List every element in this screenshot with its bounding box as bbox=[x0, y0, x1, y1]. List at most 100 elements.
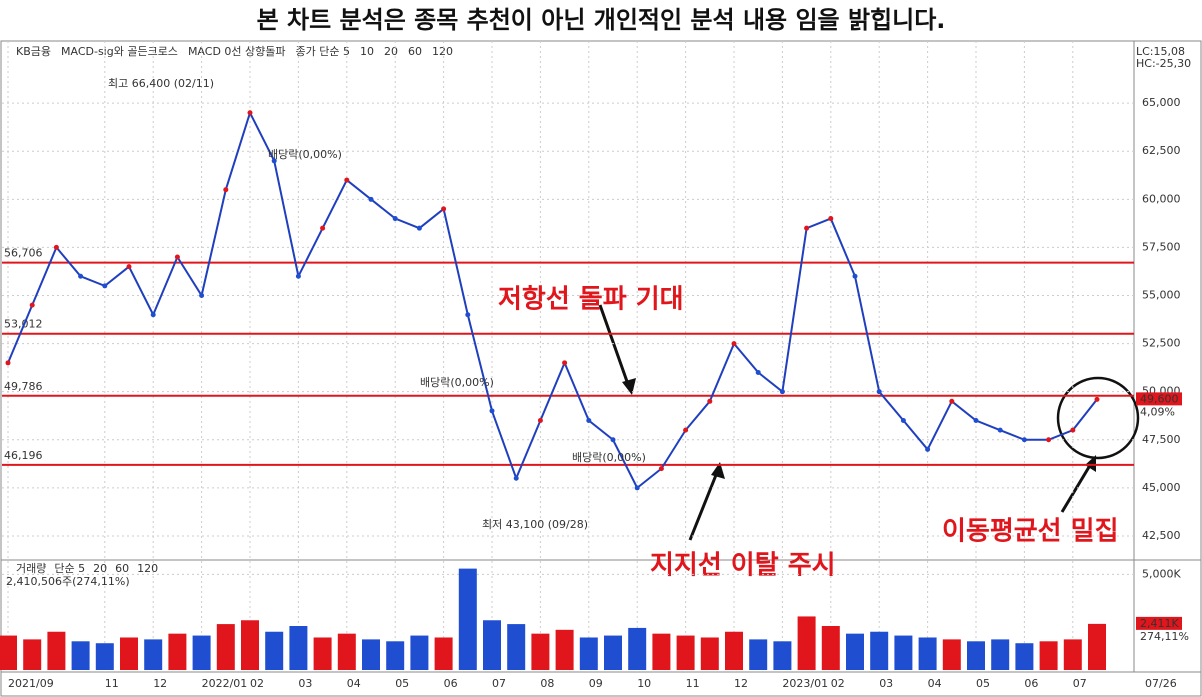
y-tick-label: 60,000 bbox=[1142, 192, 1181, 205]
chart-frame bbox=[0, 40, 1202, 697]
volume-change-label: 274,11% bbox=[1140, 630, 1189, 643]
legend-label: KB금융 bbox=[16, 45, 51, 58]
price-point bbox=[416, 225, 422, 231]
price-tag bbox=[1136, 392, 1182, 406]
legend-label: MACD 0선 상향돌파 bbox=[188, 45, 286, 58]
price-point bbox=[465, 312, 471, 318]
x-tick-label: 06 bbox=[444, 677, 458, 690]
change-label: 4,09% bbox=[1140, 405, 1175, 418]
corner-label: HC:-25,30 bbox=[1136, 57, 1191, 70]
price-point bbox=[852, 273, 858, 279]
price-point bbox=[126, 264, 132, 270]
price-point bbox=[658, 466, 664, 472]
callout-text: 저항선 돌파 기대 bbox=[498, 285, 684, 315]
annotation: 배당락(0,00%) bbox=[268, 148, 342, 161]
x-tick-label: 05 bbox=[976, 677, 990, 690]
volume-tag bbox=[1136, 616, 1182, 630]
y-tick-label: 5,000K bbox=[1142, 567, 1181, 580]
volume-bar bbox=[967, 641, 985, 670]
arrow-head bbox=[622, 378, 636, 395]
volume-bar bbox=[144, 639, 163, 670]
y-tick-label: 55,000 bbox=[1142, 288, 1181, 301]
price-point bbox=[513, 475, 519, 481]
x-tick-label: 07 bbox=[1073, 677, 1087, 690]
volume-bar bbox=[192, 635, 211, 670]
volume-bar bbox=[47, 631, 66, 670]
price-point bbox=[441, 206, 447, 212]
volume-bar bbox=[579, 637, 598, 670]
price-point bbox=[53, 244, 59, 250]
price-point bbox=[199, 292, 205, 298]
price-point bbox=[562, 360, 568, 366]
price-point bbox=[368, 196, 374, 202]
price-point bbox=[1021, 437, 1027, 443]
price-point bbox=[949, 398, 955, 404]
arrow-head bbox=[1085, 455, 1096, 472]
volume-bar bbox=[289, 626, 308, 670]
volume-bar bbox=[628, 627, 647, 670]
price-point bbox=[150, 312, 156, 318]
price-point bbox=[489, 408, 495, 414]
x-tick-label: 02 bbox=[831, 677, 845, 690]
legend-label: 종가 단순 5 bbox=[296, 45, 350, 58]
volume-bar bbox=[942, 639, 961, 670]
x-tick-label: 03 bbox=[298, 677, 312, 690]
volume-bar bbox=[483, 620, 501, 670]
volume-bar bbox=[700, 637, 719, 670]
volume-bar bbox=[337, 633, 356, 670]
arrow bbox=[688, 469, 720, 541]
volume-bar bbox=[216, 624, 235, 670]
x-tick-label: 2022/01 bbox=[202, 677, 248, 690]
y-tick-label: 52,500 bbox=[1142, 337, 1181, 350]
volume-bar bbox=[1088, 623, 1106, 670]
volume-bar bbox=[1039, 641, 1058, 670]
price-point bbox=[320, 225, 326, 231]
x-tick-label: 04 bbox=[347, 677, 361, 690]
volume-bar bbox=[23, 639, 42, 670]
legend-label: 60 bbox=[408, 45, 422, 58]
x-tick-label: 10 bbox=[637, 677, 651, 690]
x-tick-label: 12 bbox=[153, 677, 167, 690]
volume-bar bbox=[434, 637, 453, 670]
price-point bbox=[925, 446, 931, 452]
price-point bbox=[1070, 427, 1076, 433]
arrow-head bbox=[711, 462, 725, 479]
price-tag-label: 49,600 bbox=[1140, 392, 1179, 405]
price-point bbox=[537, 418, 543, 424]
price-point bbox=[29, 302, 35, 308]
title-bar bbox=[0, 0, 1202, 40]
volume-bar bbox=[458, 568, 477, 670]
annotation: 배당락(0,00%) bbox=[572, 451, 646, 464]
volume-bar bbox=[821, 626, 840, 670]
x-tick-label: 07/26 bbox=[1145, 677, 1177, 690]
legend-label: 120 bbox=[137, 562, 158, 575]
x-tick-label: 08 bbox=[540, 677, 554, 690]
x-tick-label: 02 bbox=[250, 677, 264, 690]
volume-tag-label: 2,411K bbox=[1140, 617, 1179, 630]
price-point bbox=[973, 418, 979, 424]
corner-label: LC:15,08 bbox=[1136, 45, 1185, 58]
volume-bar bbox=[386, 641, 405, 670]
x-tick-label: 03 bbox=[879, 677, 893, 690]
price-point bbox=[344, 177, 350, 183]
x-tick-label: 12 bbox=[734, 677, 748, 690]
price-line bbox=[7, 110, 1098, 490]
y-tick-label: 65,000 bbox=[1142, 96, 1181, 109]
highlight-circle bbox=[1056, 376, 1140, 460]
price-point bbox=[392, 216, 398, 222]
volume-bar bbox=[894, 635, 913, 670]
annotation: 최고 66,400 (02/11) bbox=[108, 77, 214, 90]
price-point bbox=[683, 427, 689, 433]
price-point bbox=[707, 398, 713, 404]
volume-bar bbox=[870, 631, 889, 670]
x-tick-label: 2023/01 bbox=[782, 677, 828, 690]
price-point bbox=[102, 283, 108, 289]
legend-label: 120 bbox=[432, 45, 453, 58]
legend-label: 20 bbox=[384, 45, 398, 58]
price-point bbox=[5, 360, 11, 366]
legend-label: 60 bbox=[115, 562, 129, 575]
volume-bar bbox=[604, 635, 622, 670]
arrow bbox=[1060, 461, 1094, 513]
price-point bbox=[295, 273, 301, 279]
volume-bar bbox=[265, 631, 284, 670]
